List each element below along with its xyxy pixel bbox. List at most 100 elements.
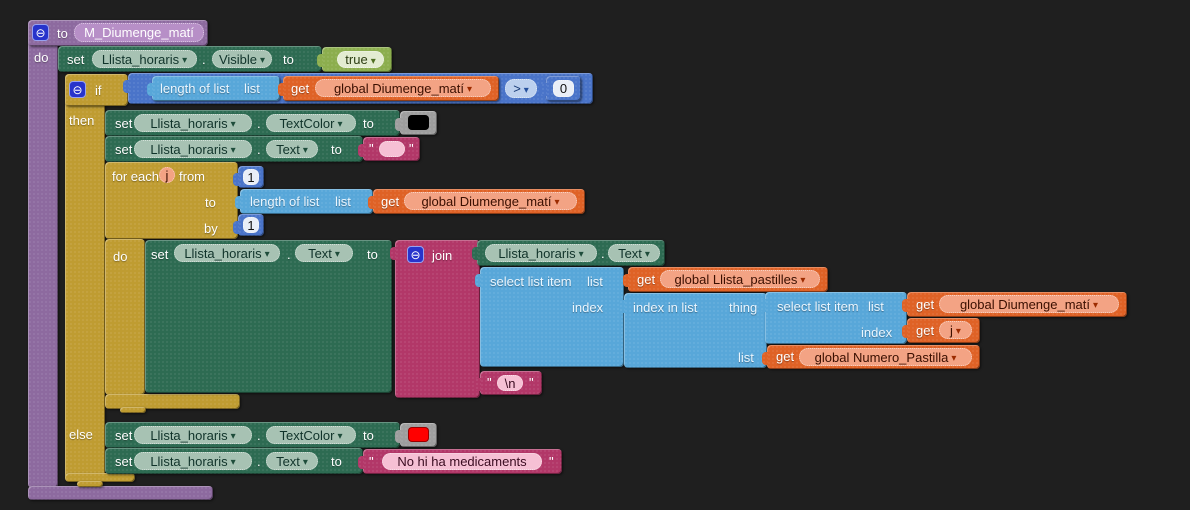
select-list-item-label: select list item xyxy=(777,299,859,314)
variable-dropdown[interactable]: global Numero_Pastilla xyxy=(799,348,972,366)
number-block[interactable]: 0 xyxy=(541,76,581,101)
number-field[interactable]: 0 xyxy=(553,80,574,97)
get-variable-block[interactable]: get global Diumenge_matí xyxy=(368,189,585,214)
from-label: from xyxy=(179,169,205,184)
get-label: get xyxy=(916,297,935,312)
mutator-icon[interactable] xyxy=(32,24,49,41)
for-each-block-spine[interactable]: do xyxy=(105,239,145,395)
length-of-list-block[interactable]: length of list list xyxy=(235,189,373,214)
property-dropdown[interactable]: Visible xyxy=(212,50,272,68)
procedure-block-bottom[interactable] xyxy=(28,486,213,500)
dot-label: . xyxy=(257,428,261,443)
color-block-red[interactable] xyxy=(395,423,437,447)
quote-label: " xyxy=(487,375,492,390)
component-dropdown[interactable]: Llista_horaris xyxy=(92,50,197,68)
get-variable-block[interactable]: get global Numero_Pastilla xyxy=(762,345,980,369)
get-label: get xyxy=(916,323,935,338)
get-variable-block[interactable]: get j xyxy=(902,318,980,343)
dropdown-arrow-icon xyxy=(231,142,236,156)
procedure-name-field[interactable]: M_Diumenge_matí xyxy=(74,23,204,42)
logic-true-block[interactable]: true xyxy=(317,47,392,72)
property-dropdown[interactable]: Text xyxy=(295,244,353,262)
text-field[interactable]: No hi ha medicaments xyxy=(382,453,542,470)
dropdown-arrow-icon xyxy=(303,142,308,156)
to-label: to xyxy=(363,116,374,131)
get-variable-block[interactable]: get global Llista_pastilles xyxy=(623,267,828,292)
length-of-list-block[interactable]: length of list list xyxy=(147,76,280,101)
set-visible-block[interactable]: set Llista_horaris . Visible to xyxy=(58,46,322,72)
variable-dropdown[interactable]: global Diumenge_matí xyxy=(404,192,577,210)
set-text-block[interactable]: set Llista_horaris . Text to xyxy=(105,448,363,474)
component-getter-block[interactable]: Llista_horaris . Text xyxy=(472,240,665,266)
text-string-block-newline[interactable]: " \n " xyxy=(475,371,542,395)
index-in-list-block[interactable]: index in list thing list xyxy=(619,293,767,368)
for-each-label: for each xyxy=(112,169,159,184)
number-field[interactable]: 1 xyxy=(243,217,259,233)
color-block-black[interactable] xyxy=(395,111,437,135)
set-text-block[interactable]: set Llista_horaris . Text to xyxy=(105,136,363,162)
set-label: set xyxy=(115,428,133,443)
quote-label: " xyxy=(409,141,414,156)
component-dropdown[interactable]: Llista_horaris xyxy=(134,426,252,444)
property-dropdown[interactable]: Text xyxy=(266,140,318,158)
text-string-block-message[interactable]: " No hi ha medicaments " xyxy=(358,449,562,474)
dropdown-arrow-icon xyxy=(555,194,560,208)
quote-label: " xyxy=(529,375,534,390)
color-swatch-black[interactable] xyxy=(408,115,429,130)
number-block[interactable]: 1 xyxy=(233,166,264,188)
if-block-spine[interactable]: then else xyxy=(65,74,105,481)
length-of-list-label: length of list xyxy=(250,194,320,209)
get-variable-block[interactable]: get global Diumenge_matí xyxy=(902,292,1127,317)
variable-dropdown[interactable]: global Llista_pastilles xyxy=(660,270,820,288)
component-dropdown[interactable]: Llista_horaris xyxy=(485,244,597,262)
index-in-list-label: index in list xyxy=(633,300,698,315)
text-field[interactable]: \n xyxy=(497,375,523,391)
list-socket-label: list xyxy=(335,194,351,209)
text-string-block-empty[interactable]: " " xyxy=(358,137,420,161)
set-label: set xyxy=(115,454,133,469)
text-field[interactable] xyxy=(379,141,405,157)
select-list-item-block[interactable]: select list item list index xyxy=(760,292,907,344)
for-each-block-bottom[interactable] xyxy=(105,394,240,409)
if-block-bottom[interactable] xyxy=(65,473,135,482)
variable-dropdown[interactable]: global Diumenge_matí xyxy=(315,79,491,97)
number-field[interactable]: 1 xyxy=(243,169,259,185)
do-set-text-block[interactable]: set Llista_horaris . Text to xyxy=(145,240,392,393)
list-socket-label: list xyxy=(244,81,260,96)
mutator-icon[interactable] xyxy=(407,246,424,263)
procedure-block-spine[interactable]: do xyxy=(28,20,58,488)
property-dropdown[interactable]: Text xyxy=(266,452,318,470)
operator-dropdown[interactable]: > xyxy=(505,79,537,98)
color-swatch-red[interactable] xyxy=(408,427,429,442)
procedure-block-header[interactable]: to M_Diumenge_matí xyxy=(28,20,208,46)
set-textcolor-block[interactable]: set Llista_horaris . TextColor to xyxy=(105,110,400,136)
get-label: get xyxy=(291,81,310,96)
dot-label: . xyxy=(257,142,261,157)
component-dropdown[interactable]: Llista_horaris xyxy=(134,140,252,158)
join-block[interactable]: join xyxy=(390,240,480,398)
get-variable-block[interactable]: get global Diumenge_matí xyxy=(278,76,499,101)
property-dropdown[interactable]: Text xyxy=(608,244,660,262)
loop-variable-field[interactable]: j xyxy=(159,167,175,183)
variable-dropdown[interactable]: global Diumenge_matí xyxy=(939,295,1119,313)
length-of-list-label: length of list xyxy=(160,81,230,96)
property-dropdown[interactable]: TextColor xyxy=(266,426,356,444)
component-dropdown[interactable]: Llista_horaris xyxy=(174,244,280,262)
comparison-block[interactable]: length of list list get global Diumenge_… xyxy=(123,73,593,104)
quote-label: " xyxy=(549,454,554,469)
else-label: else xyxy=(69,427,93,442)
if-block-header[interactable]: if xyxy=(65,74,128,106)
select-list-item-block[interactable]: select list item list index xyxy=(475,267,624,367)
set-textcolor-block[interactable]: set Llista_horaris . TextColor to xyxy=(105,422,400,448)
component-dropdown[interactable]: Llista_horaris xyxy=(134,452,252,470)
to-label: to xyxy=(363,428,374,443)
number-block[interactable]: 1 xyxy=(233,214,264,236)
logic-dropdown[interactable]: true xyxy=(337,51,384,68)
component-dropdown[interactable]: Llista_horaris xyxy=(134,114,252,132)
for-each-block[interactable]: for each j from to by xyxy=(105,162,238,239)
variable-dropdown[interactable]: j xyxy=(939,321,972,339)
property-dropdown[interactable]: TextColor xyxy=(266,114,356,132)
list-socket-label: list xyxy=(738,350,754,365)
mutator-icon[interactable] xyxy=(69,81,86,98)
